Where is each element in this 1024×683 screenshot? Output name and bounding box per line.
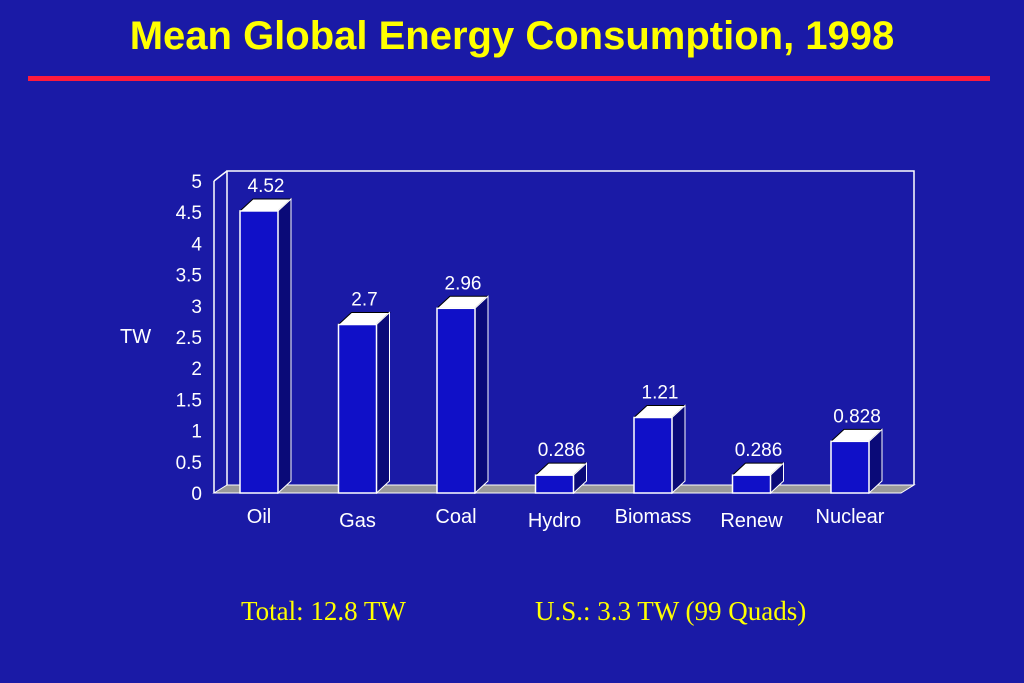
x-category-label: Hydro (528, 510, 581, 532)
data-label: 2.96 (445, 273, 482, 294)
x-category-label: Gas (339, 510, 376, 532)
data-labels: 4.52 2.7 2.96 0.286 1.21 0.286 0.828 (248, 176, 881, 461)
y-tick-label: 1.5 (176, 390, 202, 411)
bar-biomass (632, 404, 687, 495)
y-tick-label: 3 (191, 297, 202, 318)
data-label: 2.7 (351, 290, 377, 311)
bar-side-face (868, 428, 883, 495)
y-tick-label: 4.5 (176, 203, 202, 224)
bar-side-face (376, 311, 390, 495)
y-tick-label: 2.5 (176, 328, 202, 349)
title-rule (28, 76, 990, 81)
x-category-label: Nuclear (816, 506, 885, 528)
y-tick-label: 2 (191, 359, 202, 380)
bar-side-face (474, 295, 489, 495)
bar-front-face (830, 440, 870, 494)
bar-renew (731, 462, 785, 495)
bar-front-face (239, 210, 279, 494)
chart-back-wall (226, 170, 915, 485)
x-category-label: Coal (435, 506, 476, 528)
y-tick-label: 0.5 (176, 453, 202, 474)
data-label: 0.828 (833, 406, 881, 427)
chart-corner-edge (213, 170, 228, 182)
x-category-label: Renew (720, 510, 783, 532)
bar-coal (435, 295, 490, 495)
y-tick-label: 0 (191, 484, 202, 505)
bar-front-face (337, 323, 378, 494)
bar-oil (238, 197, 293, 495)
slide-title: Mean Global Energy Consumption, 1998 (129, 14, 895, 58)
bar-nuclear (829, 428, 884, 495)
chart-frame (213, 170, 915, 493)
bar-series (238, 197, 884, 495)
bar-front-face (731, 474, 772, 494)
bar-side-face (277, 197, 292, 495)
x-axis-categories: Oil Gas Coal Hydro Biomass Renew Nuclear (247, 506, 885, 532)
bar-front-face (534, 474, 575, 494)
bar-front-face (633, 416, 673, 494)
bar-front-face (436, 307, 476, 494)
bar-gas (337, 311, 391, 495)
y-tick-label: 3.5 (176, 266, 202, 287)
data-label: 0.286 (735, 440, 783, 461)
x-category-label: Biomass (615, 506, 692, 528)
footer-us: U.S.: 3.3 TW (99 Quads) (535, 596, 807, 626)
y-tick-label: 5 (191, 172, 202, 193)
x-category-label: Oil (247, 506, 271, 528)
data-label: 0.286 (538, 440, 586, 461)
data-label: 1.21 (642, 382, 679, 403)
bar-side-face (671, 404, 686, 495)
y-tick-label: 4 (191, 234, 202, 255)
bar-hydro (534, 462, 588, 495)
y-tick-label: 1 (191, 422, 202, 443)
data-label: 4.52 (248, 176, 285, 197)
y-axis-label: TW (120, 326, 151, 348)
footer-total: Total: 12.8 TW (241, 596, 406, 626)
y-axis-ticks: 0 0.5 1 1.5 2 2.5 3 3.5 4 4.5 5 (176, 172, 203, 505)
